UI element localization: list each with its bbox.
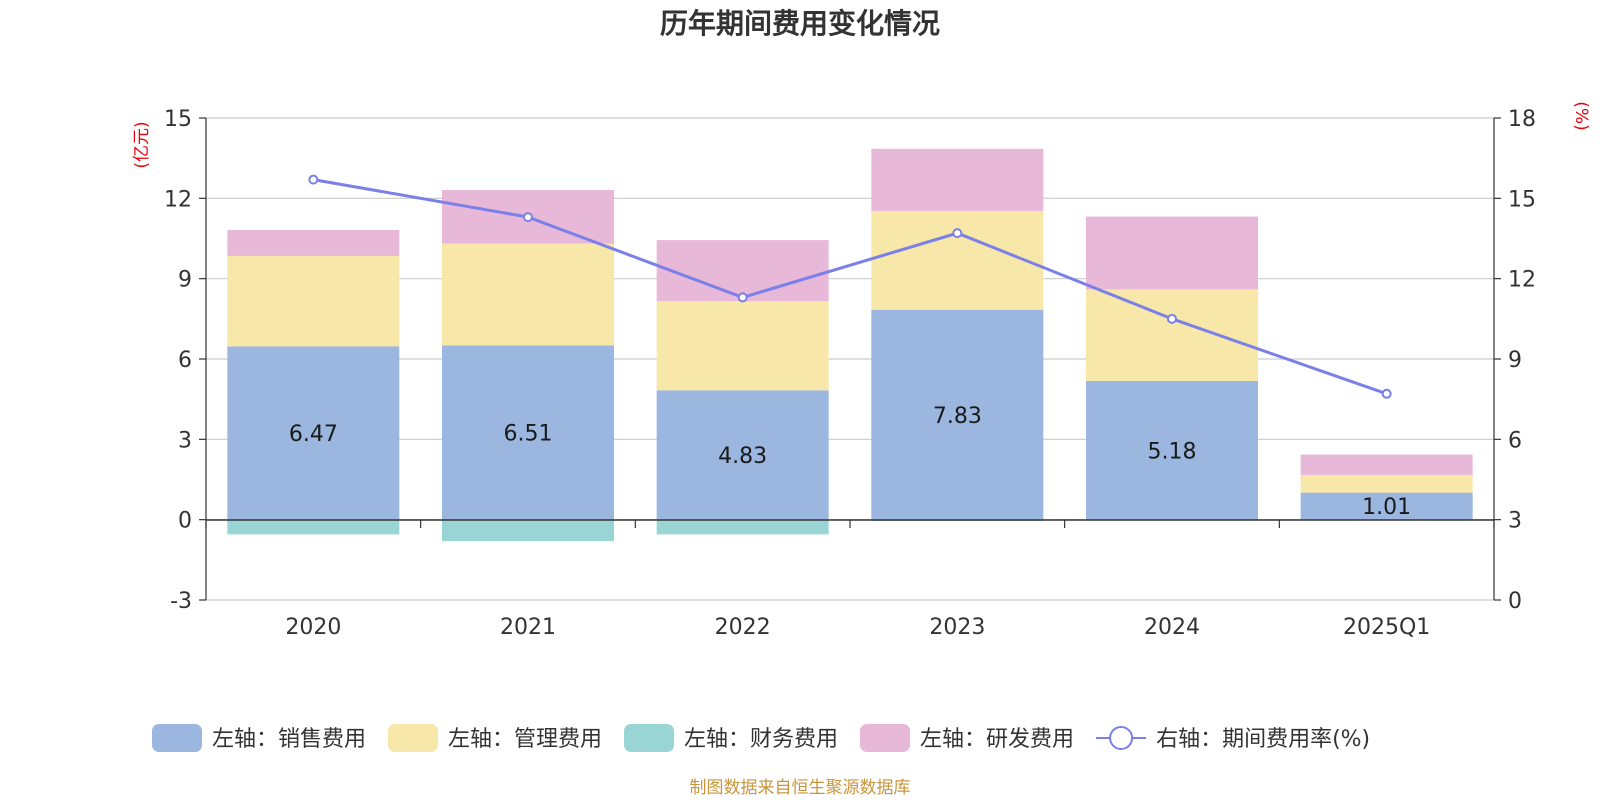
left-axis-unit: (亿元): [132, 121, 152, 168]
right-tick-label: 18: [1508, 107, 1536, 132]
left-tick-label: 12: [164, 187, 192, 212]
bar-segment: [442, 519, 614, 542]
right-tick-label: 0: [1508, 589, 1522, 614]
legend-swatch: [860, 724, 911, 752]
bar-value-label: 1.01: [1362, 495, 1411, 520]
bar-value-label: 7.83: [933, 404, 982, 429]
legend: 左轴：销售费用 左轴：管理费用 左轴：财务费用 左轴：研发费用 右轴：期间费用率(%): [152, 724, 1370, 752]
bar-segment: [442, 243, 614, 346]
legend-label: 右轴：期间费用率(%): [1156, 727, 1370, 752]
rate-point: [1167, 313, 1177, 324]
right-tick-label: 9: [1508, 348, 1522, 373]
rate-point: [737, 292, 748, 303]
bar-segment: [656, 519, 829, 535]
bar-segment: [1086, 216, 1258, 290]
bar-segment: [871, 210, 1044, 310]
bar-segment: [227, 346, 400, 520]
legend-label: 左轴：销售费用: [212, 727, 366, 752]
legend-swatch: [388, 724, 439, 752]
bar-segment: [227, 229, 400, 256]
bar-value-label: 6.47: [289, 422, 338, 447]
legend-label: 左轴：研发费用: [920, 727, 1074, 752]
x-tick-label: 2022: [715, 615, 771, 640]
axes: 15 18 12 15 9 12 6 9 3 6 0 3 -3 0 2020 2021 2022 2023 2024…: [164, 107, 1536, 640]
legend-marker: [1109, 726, 1134, 750]
left-tick-label: -3: [170, 589, 192, 614]
x-tick-label: 2021: [500, 615, 556, 640]
legend-label: 左轴：财务费用: [684, 727, 838, 752]
bar-segment: [656, 390, 829, 520]
bar-segment: [871, 309, 1044, 520]
bar-value-label: 4.83: [718, 444, 767, 469]
rate-point: [308, 174, 319, 185]
legend-swatch: [624, 724, 675, 752]
bar-segment: [1086, 380, 1258, 520]
bar-segment: [871, 148, 1044, 211]
left-tick-label: 15: [164, 107, 192, 132]
rate-line-path: [313, 178, 1388, 396]
source-note: 制图数据来自恒生聚源数据库: [690, 778, 911, 798]
x-tick-label: 2020: [285, 615, 341, 640]
left-tick-label: 6: [178, 348, 192, 373]
bar-value-label: 6.51: [504, 422, 553, 447]
bar-segment: [1300, 474, 1473, 493]
bar-segment: [1300, 454, 1473, 475]
left-tick-label: 3: [178, 428, 192, 453]
x-tick-label: 2024: [1144, 615, 1200, 640]
chart-title: 历年期间费用变化情况: [660, 7, 940, 40]
bar-segment: [227, 255, 400, 347]
right-tick-label: 6: [1508, 428, 1522, 453]
bar-segment: [656, 301, 829, 391]
left-tick-label: 0: [178, 509, 192, 534]
bar-segment: [227, 519, 400, 535]
x-tick-label: 2025Q1: [1343, 615, 1430, 640]
right-tick-label: 3: [1508, 509, 1522, 534]
rate-point: [523, 212, 533, 223]
bars: [227, 148, 1473, 542]
legend-swatch: [152, 724, 202, 752]
left-tick-label: 9: [178, 268, 192, 293]
bar-labels: 6.47 6.51 4.83 7.83 5.18 1.01: [289, 404, 1411, 520]
bar-segment: [656, 240, 829, 302]
bar-segment: [1086, 289, 1258, 381]
right-tick-label: 12: [1508, 268, 1536, 293]
right-tick-label: 15: [1508, 187, 1536, 212]
legend-label: 左轴：管理费用: [448, 727, 602, 752]
bar-segment: [1300, 492, 1473, 520]
rate-point: [1381, 388, 1392, 399]
x-tick-label: 2023: [929, 615, 985, 640]
right-axis-unit: (%): [1571, 101, 1591, 130]
bar-value-label: 5.18: [1148, 439, 1197, 464]
rate-point: [952, 228, 963, 239]
rate-line: [308, 174, 1392, 399]
bar-segment: [442, 345, 614, 520]
